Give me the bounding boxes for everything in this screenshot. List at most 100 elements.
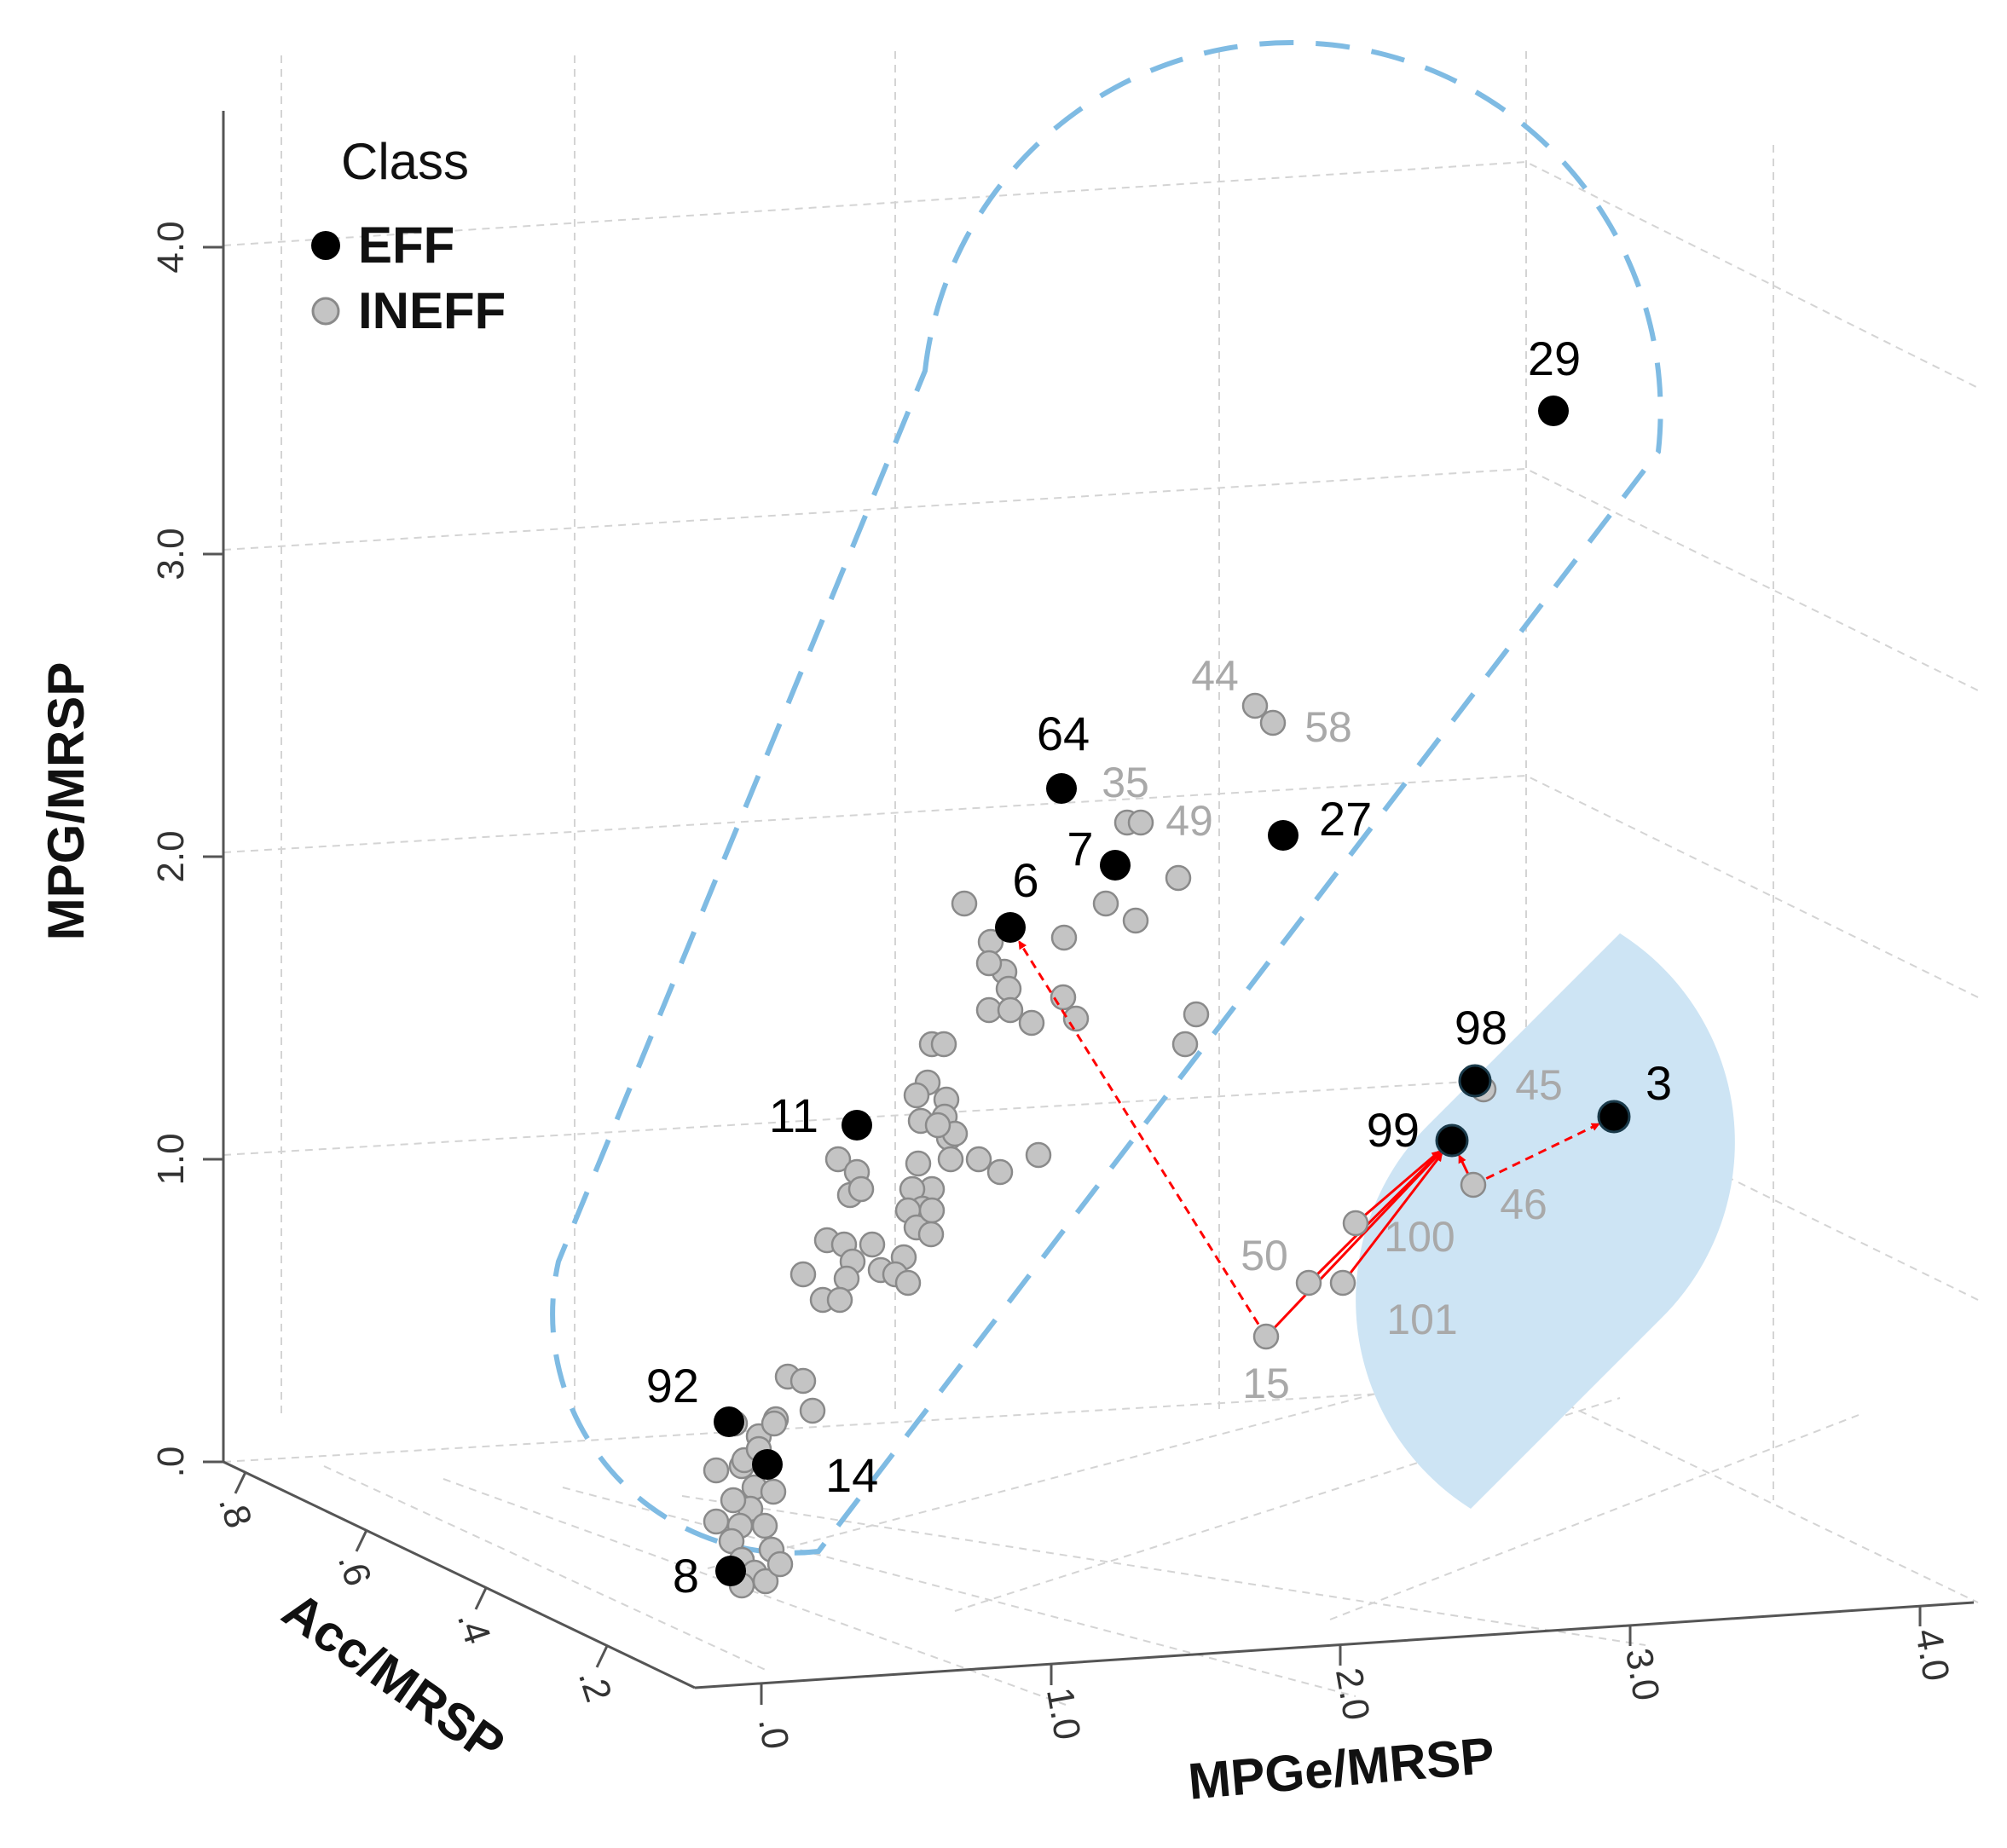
ineff-point-marker xyxy=(799,1397,826,1424)
ineff-point-marker xyxy=(766,1551,794,1578)
eff-point-label-64: 64 xyxy=(1037,707,1090,760)
ineff-point-marker xyxy=(997,996,1024,1024)
legend: Class EFF INEFF xyxy=(311,133,506,339)
ineff-point-marker xyxy=(894,1269,922,1296)
labeled-points xyxy=(714,396,1631,1586)
z-tick-2: .2 xyxy=(570,1664,620,1707)
ineff-point-46 xyxy=(1460,1171,1487,1198)
legend-label-eff: EFF xyxy=(358,217,454,274)
ineff-point-101 xyxy=(1329,1269,1356,1296)
ineff-point-15 xyxy=(1252,1323,1280,1350)
eff-point-label-99: 99 xyxy=(1367,1103,1420,1157)
ineff-point-marker xyxy=(1018,1009,1045,1037)
eff-point-98 xyxy=(1458,1064,1492,1098)
eff-point-11 xyxy=(842,1110,872,1141)
ineff-point-marker xyxy=(833,1265,860,1292)
eff-point-8 xyxy=(715,1556,746,1586)
y-tick-1: 1.0 xyxy=(150,1133,192,1185)
eff-point-label-7: 7 xyxy=(1067,822,1093,875)
x-tick-4: 4.0 xyxy=(1907,1626,1958,1684)
ineff-point-label-46: 46 xyxy=(1500,1181,1547,1228)
ineff-point-label-35: 35 xyxy=(1102,759,1149,806)
highlight-region xyxy=(1356,933,1735,1509)
y-axis-ticks: .0 1.0 2.0 3.0 4.0 xyxy=(150,221,192,1477)
projection-arrow-100-to-99 xyxy=(1355,1150,1441,1225)
eff-point-label-14: 14 xyxy=(825,1448,878,1502)
ineff-point-marker xyxy=(847,1175,875,1203)
z-tick-4: .4 xyxy=(449,1606,499,1649)
ineff-point-label-101: 101 xyxy=(1386,1296,1457,1343)
z-tick-8: .8 xyxy=(211,1490,260,1533)
projection-arrow-15-to-99 xyxy=(1264,1152,1442,1338)
eff-point-label-3: 3 xyxy=(1646,1056,1672,1110)
eff-point-label-8: 8 xyxy=(673,1549,699,1603)
ineff-point-marker xyxy=(930,1031,957,1058)
eff-point-92 xyxy=(714,1406,744,1437)
dmu-highlight-band xyxy=(1356,933,1735,1509)
projection-arrow-46-to-3 xyxy=(1472,1123,1600,1187)
eff-point-64 xyxy=(1046,773,1077,804)
legend-marker-ineff xyxy=(311,297,340,326)
y-tick-3: 3.0 xyxy=(150,528,192,580)
y-axis-title: MPG/MRSP xyxy=(38,662,95,941)
ineff-point-marker xyxy=(1122,907,1149,934)
ineff-point-marker xyxy=(917,1221,945,1248)
ineff-point-label-15: 15 xyxy=(1242,1360,1290,1407)
ineff-point-label-45: 45 xyxy=(1515,1061,1563,1109)
eff-point-7 xyxy=(1100,850,1131,881)
projection-arrow-15-to-6 xyxy=(1018,940,1268,1337)
projection-arrow-50-to-99 xyxy=(1307,1151,1442,1285)
grid-lines xyxy=(223,51,1979,1706)
ineff-unlabeled-points xyxy=(703,864,1210,1599)
ineff-point-marker xyxy=(965,1146,992,1173)
z-tick-6: .6 xyxy=(330,1548,379,1591)
ineff-point-44 xyxy=(1241,692,1269,719)
eff-point-label-98: 98 xyxy=(1455,1001,1507,1054)
ineff-point-50 xyxy=(1295,1269,1322,1296)
ineff-point-marker xyxy=(995,975,1022,1002)
ineff-point-marker xyxy=(905,1150,932,1177)
eff-point-14 xyxy=(752,1449,783,1480)
y-tick-0: .0 xyxy=(150,1447,192,1478)
ineff-point-marker xyxy=(859,1231,886,1258)
x-tick-0: .0 xyxy=(750,1714,797,1753)
eff-point-label-29: 29 xyxy=(1528,332,1581,385)
ineff-point-marker xyxy=(703,1508,730,1535)
ineff-point-marker xyxy=(951,890,978,917)
ineff-point-marker xyxy=(826,1286,853,1314)
eff-point-label-6: 6 xyxy=(1012,853,1038,907)
eff-point-6 xyxy=(995,912,1026,943)
eff-point-label-92: 92 xyxy=(646,1359,699,1412)
ineff-point-marker xyxy=(1165,864,1192,892)
y-tick-4: 4.0 xyxy=(150,221,192,273)
projection-arrow-101-to-99 xyxy=(1341,1152,1443,1284)
eff-point-3 xyxy=(1597,1100,1631,1134)
ineff-point-100 xyxy=(1342,1210,1369,1237)
ineff-point-58 xyxy=(1259,709,1287,736)
ineff-point-marker xyxy=(1183,1001,1210,1028)
projection-arrows xyxy=(1018,940,1600,1338)
eff-point-label-11: 11 xyxy=(769,1089,818,1142)
ineff-point-marker xyxy=(937,1146,964,1173)
ineff-point-label-44: 44 xyxy=(1191,652,1239,700)
x-tick-2: 2.0 xyxy=(1327,1665,1378,1724)
eff-point-29 xyxy=(1538,396,1569,426)
eff-point-27 xyxy=(1268,820,1298,851)
dashed-cluster-boundary xyxy=(550,39,1663,1556)
ineff-point-marker xyxy=(824,1146,852,1173)
ineff-point-marker xyxy=(760,1478,787,1505)
legend-title: Class xyxy=(341,133,469,190)
ineff-point-label-100: 100 xyxy=(1384,1213,1455,1261)
ineff-point-marker xyxy=(789,1367,817,1395)
ineff-point-marker xyxy=(1092,890,1119,917)
point-labels: 44 58 35 49 45 46 100 50 101 15 29 64 7 27 6 11 92 14 8 98 9… xyxy=(646,332,1672,1603)
ineff-point-marker xyxy=(1025,1141,1052,1169)
eff-point-99 xyxy=(1435,1123,1469,1158)
legend-label-ineff: INEFF xyxy=(358,282,506,339)
ineff-point-marker xyxy=(761,1410,788,1437)
ineff-point-label-58: 58 xyxy=(1304,703,1352,751)
ineff-point-marker xyxy=(1171,1031,1199,1058)
ineff-point-marker xyxy=(975,950,1003,977)
ineff-point-marker xyxy=(720,1487,747,1514)
